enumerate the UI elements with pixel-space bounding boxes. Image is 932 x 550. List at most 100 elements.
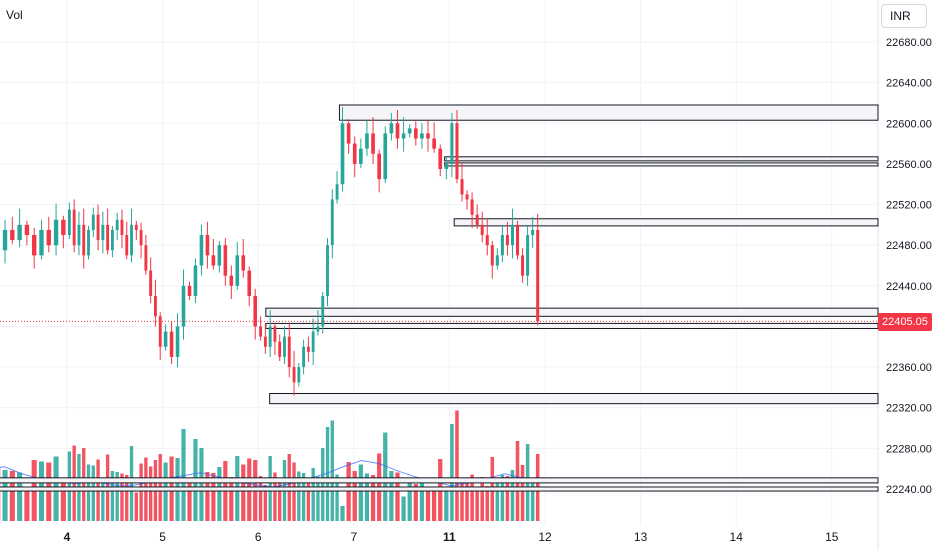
candle-body (413, 128, 418, 139)
volume-bar (211, 473, 216, 521)
volume-bar (370, 475, 376, 521)
currency-selector[interactable]: INR (881, 4, 927, 28)
candle-body (229, 275, 234, 286)
volume-bar (163, 462, 168, 521)
candle-body (163, 331, 168, 347)
supply-demand-zone (338, 104, 879, 121)
volume-bar (46, 462, 52, 521)
candle-body (120, 219, 124, 236)
candle-body (101, 224, 105, 241)
volume-bar (485, 486, 490, 521)
candle-body (521, 255, 525, 276)
volume-bar (395, 472, 400, 521)
y-tick-label: 22360.00 (886, 362, 932, 374)
candle-body (495, 255, 499, 266)
x-tick-label: 14 (730, 530, 744, 544)
volume-bar (358, 464, 363, 521)
volume-bar (450, 424, 454, 521)
volume-bar (475, 491, 479, 521)
candle-body (444, 163, 449, 169)
candle-body (82, 224, 86, 256)
candle-body (287, 336, 291, 368)
candle-body (39, 229, 44, 256)
candle-body (223, 245, 228, 276)
volume-bar (125, 475, 129, 521)
candle-body (460, 179, 464, 195)
volume-bar (91, 465, 95, 521)
candle-body (407, 128, 412, 134)
candle-body (335, 184, 339, 200)
candle-body (516, 224, 520, 256)
volume-bar (364, 473, 370, 521)
volume-bar (292, 462, 296, 521)
volume-bar (273, 472, 277, 521)
volume-bar (444, 490, 449, 521)
last-price-badge: 22405.05 (878, 313, 932, 331)
volume-bar (241, 464, 246, 521)
candle-body (485, 235, 489, 246)
candle-body (235, 255, 240, 286)
candle-body (432, 138, 436, 149)
candle-body (438, 148, 443, 169)
candle-body (311, 331, 315, 352)
candle-body (77, 224, 81, 246)
candle-body (371, 133, 375, 154)
y-tick-label: 22560.00 (886, 159, 932, 171)
candle-body (330, 199, 334, 246)
volume-bar (9, 471, 15, 521)
candle-body (268, 326, 272, 347)
x-tick-label: 4 (64, 530, 71, 544)
volume-bar (17, 472, 23, 521)
candle-body (17, 224, 22, 241)
candle-body (10, 229, 15, 241)
volume-indicator-label[interactable]: Vol (6, 8, 23, 22)
candle-body (259, 326, 263, 337)
y-tick-label: 22520.00 (886, 200, 932, 212)
supply-demand-zone (444, 162, 879, 167)
supply-demand-zone (269, 393, 879, 405)
candle-body (199, 235, 204, 266)
candle-body (510, 224, 514, 246)
y-tick-label: 22600.00 (886, 118, 932, 130)
candle-body (321, 295, 325, 327)
candle-body (106, 224, 110, 251)
candle-body (158, 316, 162, 347)
candle-body (302, 346, 306, 368)
volume-bar (455, 410, 459, 521)
volume-bar (465, 480, 469, 521)
candle-body (316, 326, 320, 332)
candle-body (420, 133, 424, 139)
volume-bar (431, 488, 437, 521)
candle-body (292, 367, 296, 383)
supply-demand-zone (0, 477, 879, 484)
volume-bar (352, 471, 357, 521)
candle-body (217, 245, 222, 266)
volume-bar (480, 477, 484, 521)
candle-body (53, 219, 59, 246)
x-tick-label: 7 (350, 530, 357, 544)
candle-body (340, 123, 345, 185)
volume-bar (335, 474, 339, 521)
y-tick-label: 22320.00 (886, 403, 932, 415)
candle-body (500, 235, 504, 256)
candle-body (96, 214, 100, 241)
candle-body (110, 229, 114, 251)
volume-bar (2, 470, 8, 521)
candle-body (505, 235, 509, 246)
volume-bar (530, 482, 535, 521)
candle-body (72, 209, 76, 246)
candle-body (46, 229, 51, 246)
candle-body (125, 235, 129, 256)
volume-bar (278, 481, 282, 521)
volume-bar (325, 427, 330, 521)
supply-demand-zone (444, 156, 879, 162)
volume-bar (120, 473, 124, 521)
candle-body (352, 143, 357, 164)
candle-body (490, 245, 494, 266)
x-tick-label: 12 (538, 530, 552, 544)
volume-bar (401, 496, 406, 521)
volume-bar (110, 471, 115, 521)
volume-bar (407, 482, 412, 521)
volume-bar (321, 448, 325, 521)
